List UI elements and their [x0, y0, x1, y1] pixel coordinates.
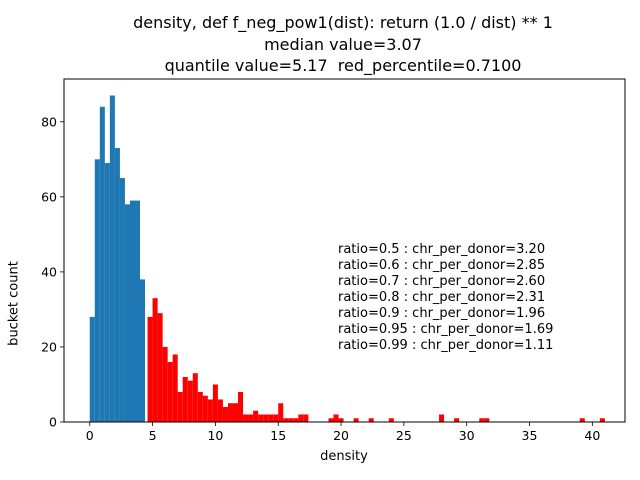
histogram-bar: [298, 414, 304, 422]
histogram-bar: [147, 316, 153, 422]
y-tick-label: 60: [41, 189, 57, 204]
axes-frame: [63, 78, 626, 423]
histogram-bar: [129, 200, 135, 422]
histogram-bar: [99, 106, 105, 423]
histogram-bar: [217, 399, 223, 422]
x-tick-label: 10: [207, 428, 223, 443]
histogram-bar: [278, 403, 284, 422]
histogram-bar: [104, 163, 110, 422]
histogram-bar: [140, 279, 146, 422]
histogram-bar: [182, 376, 188, 422]
histogram-bar: [439, 414, 445, 422]
histogram-bar: [283, 418, 289, 422]
annotation-line: ratio=0.95 : chr_per_donor=1.69: [338, 322, 554, 337]
y-tick-label: 0: [49, 415, 57, 430]
x-tick-label: 30: [459, 428, 475, 443]
y-axis-label: bucket count: [6, 261, 22, 346]
annotation-line: ratio=0.5 : chr_per_donor=3.20: [338, 242, 546, 257]
histogram-bar: [222, 406, 228, 422]
x-tick-label: 15: [270, 428, 286, 443]
histogram-bar: [599, 418, 605, 422]
y-tick-label: 20: [41, 339, 57, 354]
x-tick-label: 40: [584, 428, 600, 443]
histogram-bar: [333, 414, 339, 422]
histogram-bar: [258, 414, 264, 422]
histogram-bars: [89, 95, 605, 423]
chart-title-line-1: density, def f_neg_pow1(dist): return (1…: [133, 13, 553, 32]
histogram-bar: [94, 159, 100, 422]
histogram-bar: [253, 410, 259, 422]
annotation-line: ratio=0.7 : chr_per_donor=2.60: [338, 274, 546, 289]
histogram-bar: [288, 418, 294, 422]
histogram-bar: [293, 418, 299, 422]
histogram-bar: [243, 414, 249, 422]
histogram-bar: [248, 414, 254, 422]
annotation-line: ratio=0.9 : chr_per_donor=1.96: [338, 306, 546, 321]
y-tick-label: 40: [41, 264, 57, 279]
histogram-bar: [119, 178, 125, 422]
histogram-bar: [207, 399, 213, 422]
histogram-bar: [388, 418, 394, 422]
histogram-bar: [187, 380, 193, 422]
histogram-bar: [338, 418, 344, 422]
histogram-bar: [124, 204, 130, 422]
x-axis-label: density: [320, 449, 368, 464]
histogram-bar: [152, 298, 158, 422]
histogram-bar: [212, 384, 218, 422]
x-tick-label: 20: [333, 428, 349, 443]
annotation-line: ratio=0.8 : chr_per_donor=2.31: [338, 290, 546, 305]
x-tick-label: 25: [396, 428, 412, 443]
histogram-bar: [454, 418, 460, 422]
histogram-bar: [303, 414, 309, 422]
histogram-bar: [157, 313, 163, 422]
y-tick-label: 80: [41, 114, 57, 129]
histogram-bar: [368, 418, 374, 422]
histogram-bar: [167, 361, 173, 422]
histogram-bar: [484, 418, 490, 422]
histogram-bar: [109, 95, 115, 423]
histogram-bar: [579, 418, 585, 422]
histogram-bar: [227, 403, 233, 422]
histogram-bar: [268, 414, 274, 422]
histogram-bar: [197, 391, 203, 422]
annotation-line: ratio=0.6 : chr_per_donor=2.85: [338, 258, 546, 273]
x-tick-label: 5: [149, 428, 157, 443]
histogram-bar: [328, 418, 334, 422]
x-tick-label: 0: [86, 428, 94, 443]
histogram-bar: [192, 373, 198, 422]
histogram-bar: [202, 395, 208, 422]
histogram-bar: [263, 414, 269, 422]
histogram-bar: [232, 403, 239, 422]
histogram-bar: [89, 316, 95, 422]
chart-title-line-2: median value=3.07: [264, 35, 422, 54]
axis-ticks: 0 5 10 15 20 25 30 35 40 0 20 40 60 80: [41, 114, 600, 443]
annotation-line: ratio=0.99 : chr_per_donor=1.11: [338, 338, 554, 353]
histogram-bar: [114, 148, 120, 422]
histogram-bar: [177, 391, 183, 422]
x-tick-label: 35: [522, 428, 538, 443]
histogram-bar: [172, 354, 178, 422]
histogram-bar: [162, 346, 168, 422]
histogram-bar: [479, 418, 485, 422]
histogram-bar: [353, 418, 359, 422]
histogram-bar: [273, 414, 279, 422]
histogram-bar: [238, 391, 244, 422]
chart-title-line-3: quantile value=5.17 red_percentile=0.710…: [164, 56, 522, 75]
histogram-bar: [134, 200, 141, 422]
